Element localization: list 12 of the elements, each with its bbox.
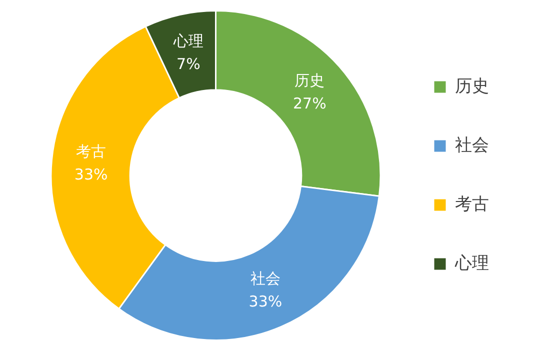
slice-label: 社会 <box>250 269 280 288</box>
legend-label: 历史 <box>455 76 489 96</box>
slice-label: 考古 <box>76 142 106 161</box>
data-label: 33% <box>248 292 282 310</box>
slice-label: 心理 <box>172 32 204 50</box>
legend-label: 社会 <box>455 135 489 156</box>
data-label: 33% <box>74 166 108 184</box>
legend-label: 考古 <box>455 194 489 214</box>
slice-label: 历史 <box>294 72 325 90</box>
data-label: 27% <box>293 94 326 113</box>
data-label: 7% <box>176 55 200 74</box>
legend-label: 心理 <box>454 253 489 274</box>
